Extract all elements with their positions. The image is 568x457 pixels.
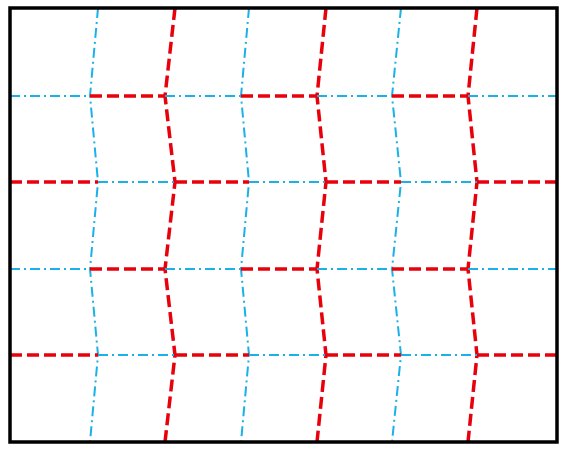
blue-crease bbox=[390, 7, 403, 443]
creases bbox=[10, 7, 557, 443]
red-crease bbox=[163, 7, 177, 443]
blue-crease bbox=[239, 7, 251, 443]
red-crease bbox=[315, 7, 328, 443]
border bbox=[8, 6, 559, 444]
red-crease bbox=[466, 7, 479, 443]
blue-crease bbox=[88, 7, 100, 443]
